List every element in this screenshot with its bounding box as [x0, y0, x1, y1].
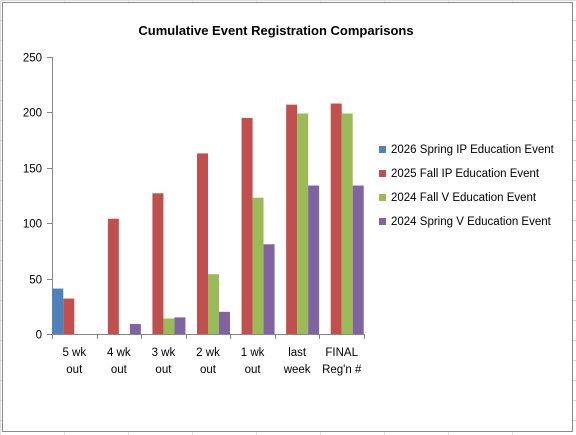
- chart-area[interactable]: Cumulative Event Registration Comparison…: [2, 2, 573, 432]
- bars: [52, 103, 364, 335]
- legend-swatch: [379, 194, 386, 201]
- bar: [297, 113, 309, 335]
- legend-label: 2026 Spring IP Education Event: [391, 144, 555, 156]
- bar: [63, 298, 75, 334]
- y-tick-label: 50: [29, 275, 42, 287]
- legend: 2026 Spring IP Education Event 2025 Fall …: [379, 144, 555, 228]
- bar: [219, 311, 230, 334]
- x-tick-label: last: [288, 347, 307, 359]
- legend-swatch: [379, 146, 386, 153]
- legend-swatch: [379, 170, 386, 177]
- bar: [352, 185, 364, 334]
- bar: [308, 185, 320, 334]
- bar: [197, 153, 208, 334]
- x-tick-label: 4 wk: [107, 347, 131, 359]
- bar: [263, 244, 275, 334]
- bar: [129, 324, 141, 334]
- x-tick-label: 5 wk: [62, 347, 86, 359]
- legend-label: 2025 Fall IP Education Event: [391, 168, 540, 180]
- y-tick-label: 200: [23, 108, 42, 120]
- y-tick-label: 150: [23, 164, 42, 176]
- bar: [241, 117, 253, 334]
- x-tick-label: out: [66, 364, 83, 376]
- bar: [174, 317, 186, 334]
- legend-label: 2024 Spring V Education Event: [391, 216, 552, 228]
- x-tick-label: week: [283, 364, 311, 376]
- x-tick-label: 2 wk: [196, 347, 220, 359]
- bar: [152, 193, 164, 334]
- x-axis: 5 wk out 4 wk out 3 wk out 2 wk out 1 wk out last w…: [52, 334, 365, 376]
- x-tick-label: 3 wk: [152, 347, 176, 359]
- y-tick-label: 100: [23, 219, 42, 231]
- x-tick-label: 1 wk: [241, 347, 265, 359]
- y-tick-label: 250: [23, 53, 42, 65]
- bar: [208, 274, 219, 334]
- bar: [107, 218, 119, 334]
- y-tick-label: 0: [36, 330, 42, 342]
- x-tick-label: FINAL: [325, 347, 358, 359]
- bar: [286, 104, 298, 334]
- bar: [330, 103, 342, 334]
- y-axis: 0 50 100 150 200 250: [23, 53, 53, 342]
- bar: [163, 318, 175, 334]
- x-tick-label: Reg'n #: [322, 364, 362, 376]
- x-tick-label: out: [245, 364, 262, 376]
- bar-chart: Cumulative Event Registration Comparison…: [23, 23, 555, 376]
- x-tick-label: out: [111, 364, 128, 376]
- legend-label: 2024 Fall V Education Event: [391, 192, 537, 204]
- x-tick-label: out: [200, 364, 217, 376]
- bar: [252, 197, 264, 334]
- bar: [341, 113, 353, 335]
- x-tick-label: out: [155, 364, 172, 376]
- chart-title: Cumulative Event Registration Comparison…: [138, 23, 413, 38]
- legend-swatch: [379, 218, 386, 225]
- bar: [52, 288, 64, 334]
